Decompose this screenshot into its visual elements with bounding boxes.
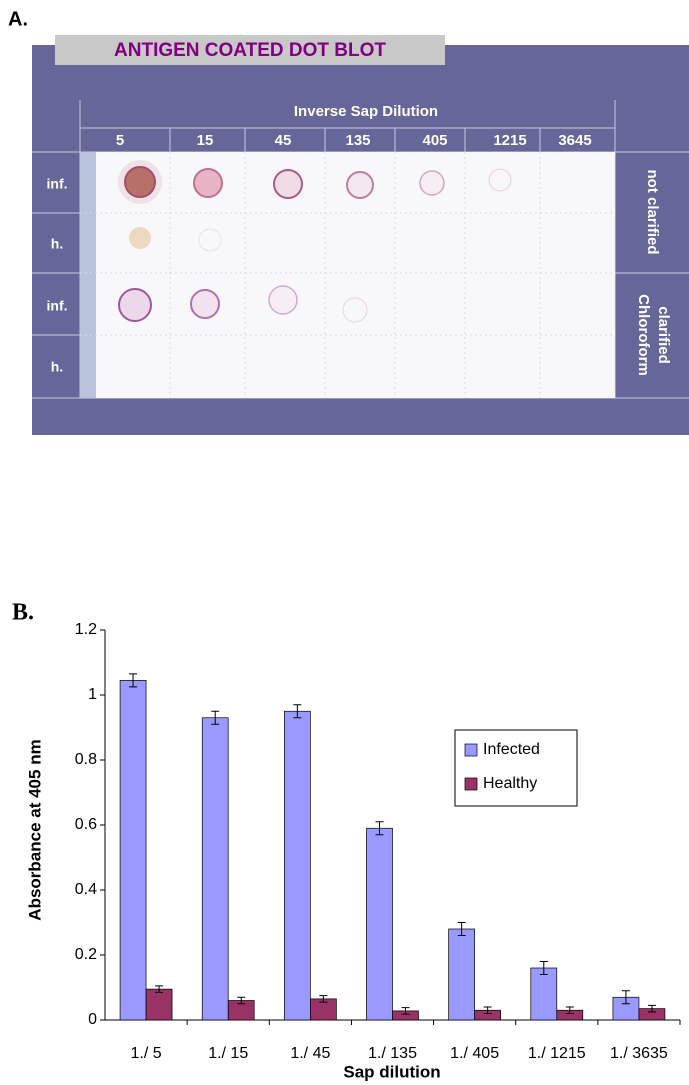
legend-swatch	[465, 744, 477, 756]
y-tick-label: 0.8	[75, 751, 97, 768]
membrane-edge	[80, 152, 96, 398]
bar	[146, 989, 172, 1020]
x-tick-label: 1./ 135	[368, 1045, 417, 1062]
row-label: inf.	[47, 298, 68, 314]
y-tick-label: 1.2	[75, 621, 97, 638]
y-tick-label: 0.2	[75, 946, 97, 963]
blot-header: Inverse Sap Dilution	[294, 103, 438, 120]
column-label: 15	[197, 132, 214, 149]
column-label: 3645	[558, 132, 591, 149]
column-label: 45	[275, 132, 292, 149]
legend-swatch	[465, 778, 477, 790]
y-tick-label: 0.4	[75, 881, 97, 898]
bar	[531, 968, 557, 1020]
x-axis-title: Sap dilution	[343, 1062, 440, 1081]
group-label: not clarified	[644, 169, 661, 254]
x-tick-label: 1./ 45	[290, 1045, 330, 1062]
row-label: h.	[51, 359, 63, 375]
legend-label: Healthy	[483, 775, 537, 792]
y-tick-label: 0	[88, 1011, 97, 1028]
x-tick-label: 1./ 5	[131, 1045, 162, 1062]
group-label: Chloroform	[635, 294, 652, 376]
bar	[284, 711, 310, 1020]
x-tick-label: 1./ 405	[450, 1045, 499, 1062]
y-tick-label: 1	[88, 686, 97, 703]
row-label: h.	[51, 236, 63, 252]
x-tick-label: 1./ 15	[208, 1045, 248, 1062]
blot-title: ANTIGEN COATED DOT BLOT	[114, 40, 386, 61]
y-axis-title: Absorbance at 405 nm	[25, 739, 44, 920]
bar	[202, 718, 228, 1020]
bar	[449, 929, 475, 1020]
bar	[367, 828, 393, 1020]
group-label: clarified	[655, 306, 672, 364]
y-tick-label: 0.6	[75, 816, 97, 833]
column-label: 1215	[493, 132, 526, 149]
column-label: 5	[116, 132, 124, 149]
bar	[120, 680, 146, 1020]
column-label: 135	[345, 132, 370, 149]
legend-label: Infected	[483, 741, 540, 758]
x-tick-label: 1./ 3635	[610, 1045, 668, 1062]
row-label: inf.	[47, 176, 68, 192]
panel-label: A.	[8, 8, 28, 30]
column-label: 405	[422, 132, 447, 149]
x-tick-label: 1./ 1215	[528, 1045, 586, 1062]
panel-label: B.	[12, 600, 34, 626]
figure: A. ANTIGEN COATED DOT BLOT Inverse Sap D…	[0, 0, 689, 1085]
